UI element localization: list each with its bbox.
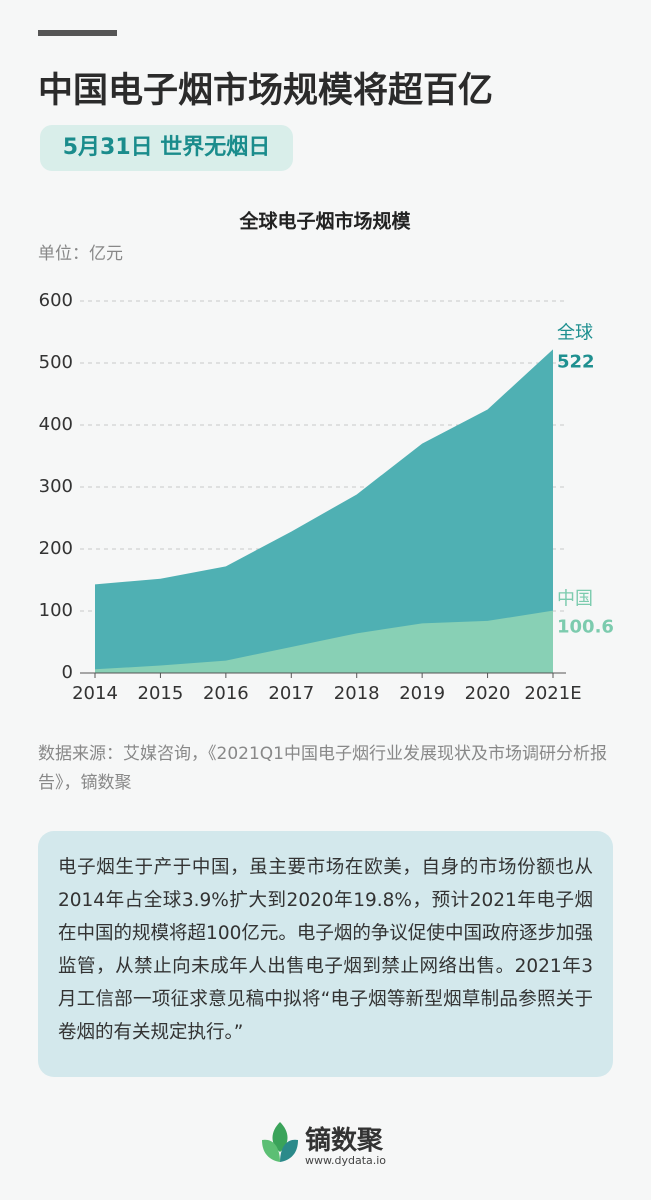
description-box: 电子烟生于产于中国，虽主要市场在欧美，自身的市场份额也从2014年占全球3.9%…: [38, 831, 613, 1077]
chart: 全球电子烟市场规模 单位：亿元 0 100 200 300 400 500 600 全球 522…: [38, 210, 614, 705]
area: [95, 610, 553, 673]
x-tick-label: 2014: [72, 683, 118, 704]
value-label: 522: [557, 351, 595, 372]
value-label: 100.6: [557, 617, 614, 638]
brand-name: 镝数聚: [305, 1126, 384, 1156]
footer-logo: 镝数聚 www.dydata.io: [258, 1118, 418, 1168]
top-bar: [38, 30, 117, 36]
y-tick-label: 100: [39, 600, 73, 621]
logo-icon: [262, 1122, 298, 1162]
source-note: 数据来源：艾媒咨询，《2021Q1中国电子烟行业发展现状及市场调研分析报告》，镝…: [38, 744, 607, 793]
x-tick-label: 2018: [334, 683, 380, 704]
x-tick-label: 2016: [203, 683, 249, 704]
y-tick-label: 200: [39, 538, 73, 559]
brand-url: www.dydata.io: [305, 1154, 387, 1167]
area: [95, 349, 553, 673]
y-tick-label: 300: [39, 476, 73, 497]
y-tick-label: 400: [39, 414, 73, 435]
x-tick-label: 2019: [399, 683, 445, 704]
y-tick-label: 500: [39, 352, 73, 373]
x-tick-label: 2020: [465, 683, 511, 704]
x-tick-label: 2021E: [524, 683, 581, 704]
y-tick-label: 0: [62, 662, 73, 683]
series-label: 中国: [557, 589, 593, 610]
series-label: 全球: [557, 322, 593, 343]
y-tick-label: 600: [39, 290, 73, 311]
x-tick-label: 2015: [138, 683, 184, 704]
x-tick-label: 2017: [268, 683, 314, 704]
subtitle-pill: 5月31日 世界无烟日: [40, 125, 293, 171]
unit-label: 单位：亿元: [38, 244, 123, 264]
chart-title: 全球电子烟市场规模: [238, 210, 411, 233]
page-title: 中国电子烟市场规模将超百亿: [38, 71, 494, 111]
